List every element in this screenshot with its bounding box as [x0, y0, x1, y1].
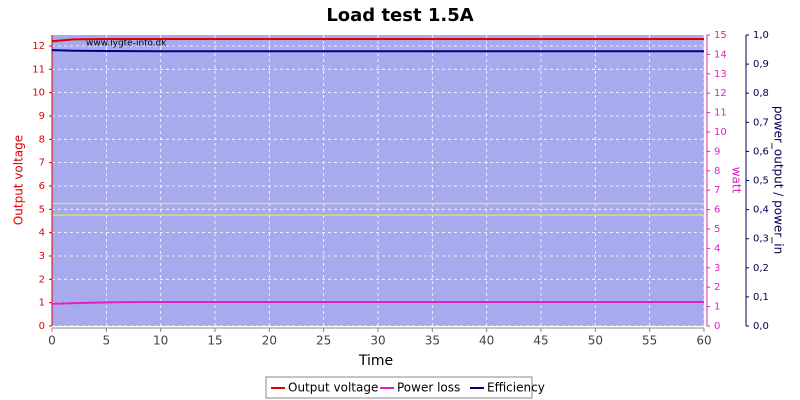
y-axis-label: Output voltage — [12, 135, 26, 225]
x-tick-label: 50 — [588, 334, 603, 348]
x-tick-label: 10 — [153, 334, 168, 348]
tick-label: 12 — [32, 41, 45, 52]
tick-label: 0,0 — [753, 321, 769, 332]
tick-label: 11 — [32, 64, 45, 75]
series-line — [51, 37, 704, 43]
tick-label: 1,0 — [753, 30, 769, 41]
tick-label: 15 — [714, 30, 727, 41]
x-tick-label: 60 — [696, 334, 711, 348]
chart-title: Load test 1.5A — [326, 5, 473, 26]
tick-label: 7 — [714, 185, 720, 196]
x-tick-label: 30 — [370, 334, 385, 348]
tick-label: 3 — [714, 263, 720, 274]
x-tick-label: 15 — [207, 334, 222, 348]
x-tick-label: 5 — [103, 334, 111, 348]
tick-label: 6 — [39, 181, 45, 192]
tick-label: 1 — [39, 298, 45, 309]
series-line — [51, 49, 704, 53]
tick-label: 0 — [714, 321, 720, 332]
x-tick-label: 40 — [479, 334, 494, 348]
tick-label: 0,8 — [753, 88, 769, 99]
tick-label: 10 — [32, 88, 45, 99]
tick-label: 10 — [714, 127, 727, 138]
tick-label: 2 — [714, 282, 720, 293]
tick-label: 4 — [39, 228, 45, 239]
x-tick-label: 45 — [533, 334, 548, 348]
tick-label: 13 — [714, 69, 727, 80]
tick-label: 0,4 — [753, 205, 769, 216]
legend-label: Efficiency — [487, 381, 545, 395]
tick-label: 0,6 — [753, 146, 769, 157]
x-tick-label: 0 — [48, 334, 56, 348]
x-tick-label: 25 — [316, 334, 331, 348]
tick-label: 0,9 — [753, 59, 769, 70]
tick-label: 9 — [39, 111, 45, 122]
tick-label: 4 — [714, 243, 720, 254]
tick-label: 0,2 — [753, 263, 769, 274]
x-axis-label: Time — [358, 353, 393, 369]
tick-label: 0,5 — [753, 176, 769, 187]
tick-label: 14 — [714, 49, 727, 60]
y2-axis-label: watt — [730, 167, 744, 194]
tick-label: 9 — [714, 146, 720, 157]
tick-label: 1 — [714, 302, 720, 313]
tick-label: 11 — [714, 108, 727, 119]
x-tick-label: 35 — [425, 334, 440, 348]
tick-label: 5 — [39, 204, 45, 215]
legend-label: Output voltage — [288, 381, 378, 395]
tick-label: 6 — [714, 205, 720, 216]
x-tick-label: 20 — [262, 334, 277, 348]
legend — [265, 376, 533, 399]
tick-label: 3 — [39, 251, 45, 262]
legend-label: Power loss — [397, 381, 460, 395]
tick-label: 0,7 — [753, 117, 769, 128]
watermark: www.lygte-info.dk — [86, 39, 167, 49]
tick-label: 8 — [714, 166, 720, 177]
y3-axis-label: power_output / power_in — [772, 106, 786, 254]
tick-label: 2 — [39, 274, 45, 285]
tick-label: 12 — [714, 88, 727, 99]
tick-label: 0,1 — [753, 292, 769, 303]
tick-label: 0 — [39, 321, 45, 332]
tick-label: 5 — [714, 224, 720, 235]
tick-label: 0,3 — [753, 234, 769, 245]
series-line — [51, 300, 704, 305]
x-tick-label: 55 — [642, 334, 657, 348]
tick-label: 7 — [39, 158, 45, 169]
tick-label: 8 — [39, 134, 45, 145]
